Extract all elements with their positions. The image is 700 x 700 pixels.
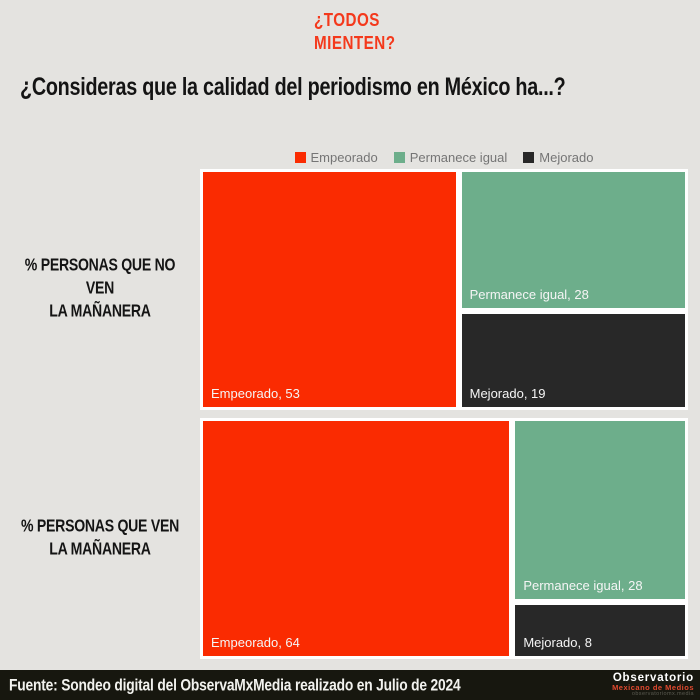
logo-line1: Observatorio [612, 672, 694, 685]
row-label-line: LA MAÑANERA [49, 302, 151, 321]
segment-permanece-igual: Permanece igual, 28 [512, 418, 688, 603]
logo-line3: observatoriomx.media [631, 691, 694, 698]
mosaic-col: Permanece igual, 28 Mejorado, 19 [458, 169, 688, 410]
segment-empeorado: Empeorado, 64 [200, 418, 513, 659]
brand-tagline-line2: MIENTEN? [314, 34, 396, 54]
row-label: % PERSONAS QUE VEN LA MAÑANERA [12, 406, 188, 671]
segment-empeorado: Empeorado, 53 [200, 169, 459, 410]
mosaic-row: Empeorado, 64 Permanece igual, 28 Mejorado… [200, 418, 688, 659]
legend-item-permanece-igual: Permanece igual [393, 150, 508, 165]
legend-swatch-mejorado [523, 152, 535, 163]
segment-label: Empeorado, 53 [211, 386, 300, 401]
chart-title: ¿Consideras que la calidad del periodism… [20, 72, 566, 101]
logo-line2: Mexicano de Medios [612, 683, 694, 693]
row-label-line: % PERSONAS QUE VEN [21, 516, 179, 536]
mosaic-col: Permanece igual, 28 Mejorado, 8 [512, 418, 688, 659]
segment-label: Empeorado, 64 [211, 635, 300, 650]
mosaic-chart: % PERSONAS QUE NO VEN LA MAÑANERA Empeorad… [0, 169, 688, 667]
legend-swatch-empeorado [294, 152, 306, 163]
footer: Fuente: Sondeo digital del ObservaMxMedi… [0, 670, 700, 700]
row-label-line: % PERSONAS QUE NO VEN [24, 256, 176, 298]
legend-swatch-permanece-igual [393, 152, 405, 163]
legend-item-empeorado: Empeorado [294, 150, 378, 165]
row-label: % PERSONAS QUE NO VEN LA MAÑANERA [12, 157, 188, 422]
segment-label: Mejorado, 8 [523, 635, 592, 650]
brand-tagline-line1: ¿TODOS [314, 11, 380, 31]
source-text: Fuente: Sondeo digital del ObservaMxMedi… [9, 675, 461, 695]
legend-label: Empeorado [310, 150, 378, 165]
segment-label: Permanece igual, 28 [469, 287, 589, 303]
segment-mejorado: Mejorado, 8 [512, 602, 688, 659]
row-label-line: LA MAÑANERA [49, 539, 151, 559]
legend-label: Permanece igual [409, 150, 508, 165]
mosaic-row: Empeorado, 53 Permanece igual, 28 Mejorado… [200, 169, 688, 410]
segment-label: Mejorado, 19 [469, 386, 546, 401]
segment-mejorado: Mejorado, 19 [458, 311, 688, 410]
chart-row: % PERSONAS QUE NO VEN LA MAÑANERA Empeorad… [0, 169, 688, 410]
observatorio-logo: Observatorio Mexicano de Medios observat… [612, 672, 694, 698]
legend-label: Mejorado [539, 150, 594, 165]
segment-permanece-igual: Permanece igual, 28 [458, 169, 688, 312]
legend-item-mejorado: Mejorado [523, 150, 593, 165]
brand-tagline: ¿TODOS MIENTEN? [314, 10, 395, 56]
legend: Empeorado Permanece igual Mejorado [200, 150, 688, 165]
chart-row: % PERSONAS QUE VEN LA MAÑANERA Empeorado, … [0, 418, 688, 659]
segment-label: Permanece igual, 28 [523, 578, 643, 594]
